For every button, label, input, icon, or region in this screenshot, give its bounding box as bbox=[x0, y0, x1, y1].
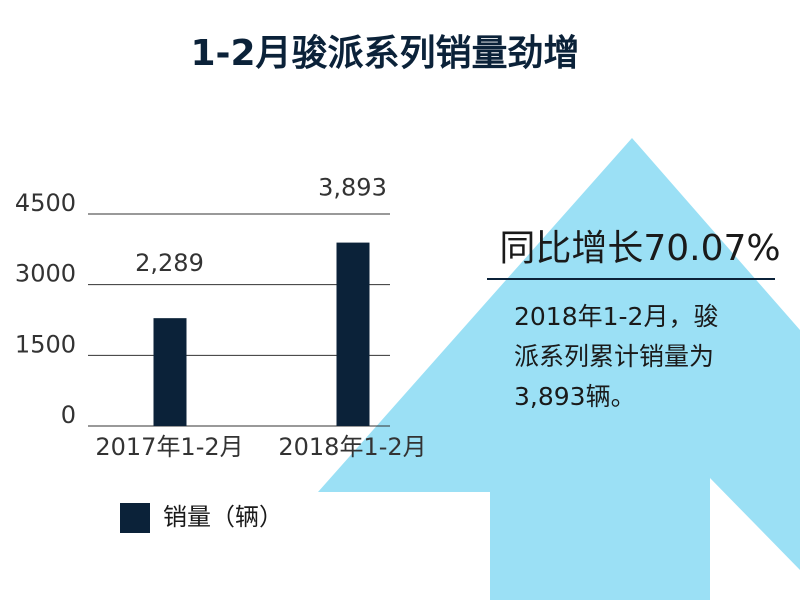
bar bbox=[153, 318, 187, 426]
x-tick-label: 2017年1-2月 bbox=[95, 433, 243, 461]
value-label: 2,289 bbox=[135, 249, 204, 277]
note-line: 派系列累计销量为 bbox=[514, 342, 714, 371]
value-label: 3,893 bbox=[318, 174, 387, 202]
legend-label: 销量（辆） bbox=[163, 503, 283, 531]
note-line: 3,893辆。 bbox=[514, 382, 636, 411]
chart-title: 1-2月骏派系列销量劲增 bbox=[190, 32, 579, 74]
headline: 同比增长70.07% bbox=[499, 228, 780, 269]
y-tick-label: 3000 bbox=[15, 260, 76, 288]
bar bbox=[336, 242, 370, 426]
y-tick-label: 1500 bbox=[15, 330, 76, 358]
legend-swatch bbox=[120, 503, 150, 533]
x-tick-label: 2018年1-2月 bbox=[278, 433, 426, 461]
y-tick-label: 4500 bbox=[15, 189, 76, 217]
note-line: 2018年1-2月，骏 bbox=[514, 302, 718, 331]
arrow-decoration bbox=[318, 138, 800, 600]
y-tick-label: 0 bbox=[61, 401, 76, 429]
